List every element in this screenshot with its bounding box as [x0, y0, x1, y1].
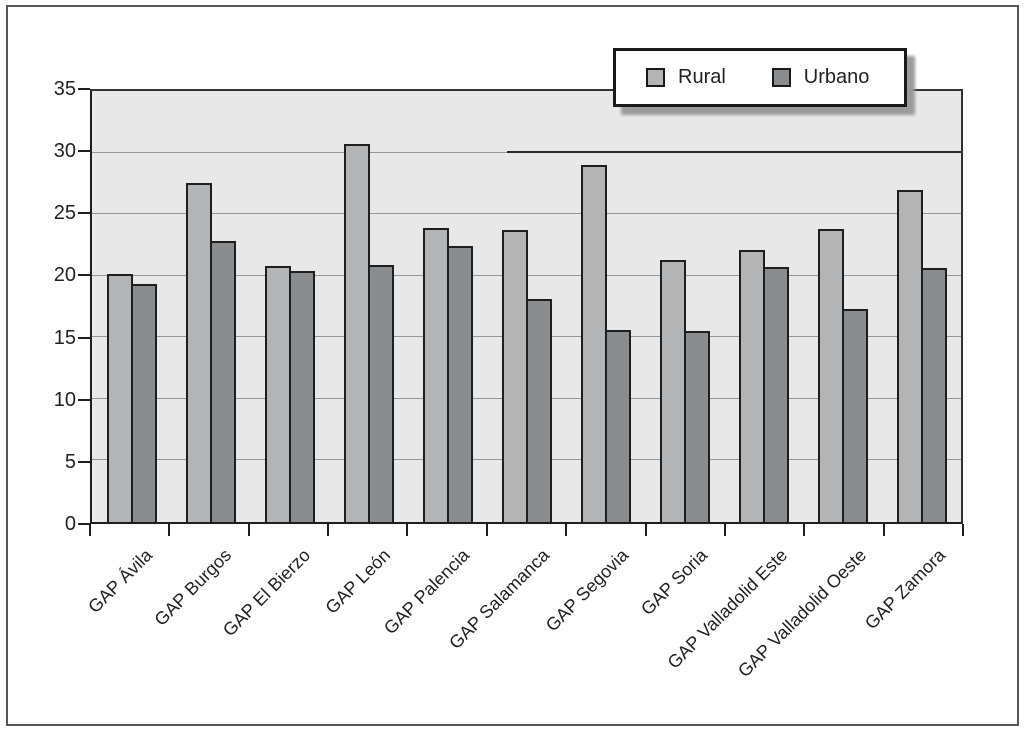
y-tick-25: [78, 212, 90, 215]
rural-swatch-icon: [646, 68, 665, 87]
bar-group-11: [882, 91, 961, 522]
bar-group-5: [408, 91, 487, 522]
bar-rural-2: [185, 183, 212, 522]
x-tick-5: [485, 524, 488, 536]
x-tick-7: [644, 524, 647, 536]
x-tick-6: [565, 524, 568, 536]
y-tick-label-35: 35: [53, 78, 76, 100]
y-tick-label-5: 5: [64, 450, 76, 473]
bar-rural-4: [343, 143, 370, 522]
y-tick-0: [78, 523, 90, 525]
bar-group-10: [803, 91, 882, 522]
y-tick-35: [78, 88, 90, 90]
bar-urbano-11: [920, 268, 947, 522]
y-tick-15: [78, 336, 90, 339]
gridline-25: [92, 213, 961, 215]
bar-urbano-5: [446, 246, 473, 522]
bar-rural-11: [896, 189, 923, 522]
bar-rural-9: [738, 249, 765, 522]
y-tick-10: [78, 398, 90, 401]
bar-group-7: [566, 91, 645, 522]
bar-rural-8: [659, 259, 686, 522]
bar-urbano-6: [525, 299, 552, 522]
bar-rural-7: [580, 164, 607, 522]
x-tick-8: [723, 524, 726, 536]
bars-layer: [92, 91, 961, 522]
bar-urbano-10: [841, 308, 868, 522]
bar-rural-6: [501, 230, 528, 522]
bar-group-3: [250, 91, 329, 522]
bar-rural-5: [422, 227, 449, 522]
bar-group-4: [329, 91, 408, 522]
bar-group-9: [724, 91, 803, 522]
y-tick-label-10: 10: [53, 388, 76, 411]
x-tick-4: [406, 524, 409, 536]
bar-urbano-2: [209, 241, 236, 522]
bar-urbano-8: [683, 331, 710, 522]
y-tick-5: [78, 460, 90, 463]
legend-label-rural: Rural: [678, 66, 726, 88]
bar-group-6: [487, 91, 566, 522]
y-tick-20: [78, 274, 90, 277]
y-tick-label-20: 20: [53, 264, 76, 287]
x-tick-0: [89, 524, 91, 536]
y-tick-label-30: 30: [53, 140, 76, 163]
x-tick-10: [882, 524, 885, 536]
legend: Rural Urbano: [613, 48, 907, 107]
x-tick-11: [962, 524, 964, 536]
figure-border: [6, 5, 1019, 726]
bar-rural-3: [264, 265, 291, 522]
legend-item-rural: Rural: [646, 66, 726, 89]
urbano-swatch-icon: [771, 68, 791, 87]
x-tick-2: [247, 524, 250, 536]
bar-urbano-1: [130, 284, 157, 522]
plot-area: [90, 89, 963, 524]
x-tick-1: [168, 524, 171, 536]
y-tick-label-15: 15: [53, 326, 76, 349]
bar-rural-10: [817, 228, 844, 522]
y-tick-label-0: 0: [64, 513, 76, 535]
bar-urbano-9: [762, 267, 789, 522]
gridline-30-dark-segment: [507, 150, 961, 153]
bar-rural-1: [106, 274, 133, 522]
bar-urbano-7: [604, 329, 631, 522]
y-tick-label-25: 25: [53, 202, 76, 225]
x-tick-3: [327, 524, 330, 536]
x-tick-9: [803, 524, 806, 536]
legend-label-urbano: Urbano: [803, 66, 870, 88]
bar-group-8: [645, 91, 724, 522]
bar-urbano-3: [288, 270, 315, 522]
legend-item-urbano: Urbano: [771, 66, 870, 89]
bar-group-2: [171, 91, 250, 522]
bar-group-1: [92, 91, 171, 522]
y-tick-30: [78, 150, 90, 153]
bar-urbano-4: [367, 264, 394, 522]
